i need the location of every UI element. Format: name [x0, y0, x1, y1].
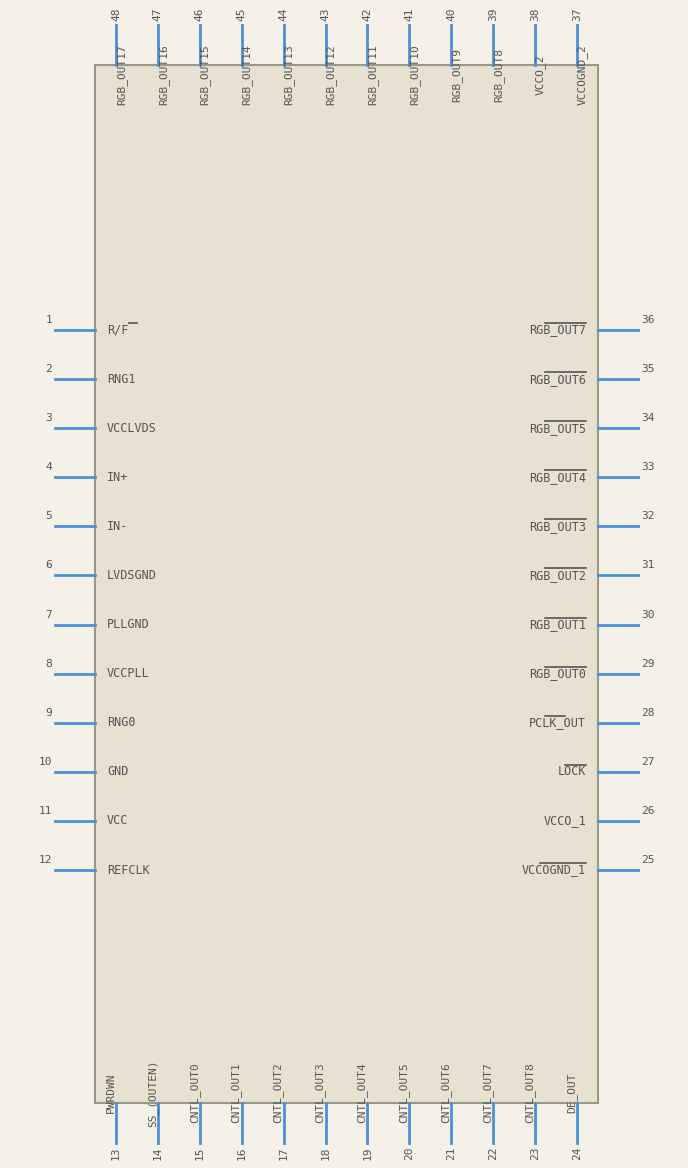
- Text: RGB_OUT8: RGB_OUT8: [493, 48, 504, 102]
- Text: 24: 24: [572, 1147, 582, 1161]
- Text: RGB_OUT7: RGB_OUT7: [529, 324, 586, 336]
- Text: RGB_OUT16: RGB_OUT16: [158, 44, 169, 105]
- Text: 10: 10: [39, 757, 52, 767]
- Text: 30: 30: [641, 610, 654, 619]
- Text: 18: 18: [321, 1147, 330, 1161]
- Text: GND: GND: [107, 765, 129, 778]
- Text: CNTL_OUT1: CNTL_OUT1: [230, 1063, 241, 1124]
- Text: 23: 23: [530, 1147, 540, 1161]
- Text: 36: 36: [641, 315, 654, 325]
- Text: RGB_OUT5: RGB_OUT5: [529, 422, 586, 434]
- Text: 2: 2: [45, 364, 52, 374]
- Bar: [95, 65, 598, 1103]
- Text: 17: 17: [279, 1147, 289, 1161]
- Text: RGB_OUT3: RGB_OUT3: [529, 520, 586, 533]
- Text: 16: 16: [237, 1147, 247, 1161]
- Text: 45: 45: [237, 7, 247, 21]
- Text: CNTL_OUT5: CNTL_OUT5: [398, 1063, 409, 1124]
- Text: 20: 20: [405, 1147, 414, 1161]
- Text: 38: 38: [530, 7, 540, 21]
- Text: 33: 33: [641, 463, 654, 472]
- Text: 28: 28: [641, 708, 654, 717]
- Text: RNG0: RNG0: [107, 716, 136, 729]
- Text: DE_OUT: DE_OUT: [566, 1072, 577, 1113]
- Text: 19: 19: [363, 1147, 372, 1161]
- Text: RGB_OUT10: RGB_OUT10: [409, 44, 420, 105]
- Text: 8: 8: [45, 659, 52, 668]
- Text: CNTL_OUT0: CNTL_OUT0: [189, 1063, 200, 1124]
- Text: VCCO_1: VCCO_1: [544, 814, 586, 827]
- Text: 7: 7: [45, 610, 52, 619]
- Text: 32: 32: [641, 512, 654, 521]
- Text: REFCLK: REFCLK: [107, 863, 150, 876]
- Text: 41: 41: [405, 7, 414, 21]
- Text: RGB_OUT11: RGB_OUT11: [367, 44, 378, 105]
- Text: 25: 25: [641, 855, 654, 865]
- Text: VCC: VCC: [107, 814, 129, 827]
- Text: 34: 34: [641, 413, 654, 423]
- Text: 39: 39: [488, 7, 498, 21]
- Text: 9: 9: [45, 708, 52, 717]
- Text: VCCPLL: VCCPLL: [107, 667, 150, 680]
- Text: VCCOGND_1: VCCOGND_1: [522, 863, 586, 876]
- Text: 42: 42: [363, 7, 372, 21]
- Text: VCCLVDS: VCCLVDS: [107, 422, 157, 434]
- Text: CNTL_OUT7: CNTL_OUT7: [482, 1063, 493, 1124]
- Text: CNTL_OUT3: CNTL_OUT3: [314, 1063, 325, 1124]
- Text: 22: 22: [488, 1147, 498, 1161]
- Text: 35: 35: [641, 364, 654, 374]
- Text: RGB_OUT0: RGB_OUT0: [529, 667, 586, 680]
- Text: 44: 44: [279, 7, 289, 21]
- Text: PCLK_OUT: PCLK_OUT: [529, 716, 586, 729]
- Text: 43: 43: [321, 7, 330, 21]
- Text: 47: 47: [153, 7, 163, 21]
- Text: RGB_OUT12: RGB_OUT12: [325, 44, 336, 105]
- Text: PWRDWN: PWRDWN: [106, 1072, 116, 1113]
- Text: LOCK: LOCK: [557, 765, 586, 778]
- Text: 6: 6: [45, 561, 52, 570]
- Text: 3: 3: [45, 413, 52, 423]
- Text: 31: 31: [641, 561, 654, 570]
- Text: 11: 11: [39, 806, 52, 816]
- Text: IN-: IN-: [107, 520, 129, 533]
- Text: RGB_OUT6: RGB_OUT6: [529, 373, 586, 385]
- Text: 14: 14: [153, 1147, 163, 1161]
- Text: 26: 26: [641, 806, 654, 816]
- Text: 4: 4: [45, 463, 52, 472]
- Text: RGB_OUT17: RGB_OUT17: [116, 44, 127, 105]
- Text: RGB_OUT4: RGB_OUT4: [529, 471, 586, 484]
- Text: 5: 5: [45, 512, 52, 521]
- Text: CNTL_OUT6: CNTL_OUT6: [440, 1063, 451, 1124]
- Text: RGB_OUT9: RGB_OUT9: [451, 48, 462, 102]
- Text: 48: 48: [111, 7, 121, 21]
- Text: CNTL_OUT8: CNTL_OUT8: [524, 1063, 535, 1124]
- Text: LVDSGND: LVDSGND: [107, 569, 157, 582]
- Text: VCCOGND_2: VCCOGND_2: [577, 44, 588, 105]
- Text: CNTL_OUT4: CNTL_OUT4: [356, 1063, 367, 1124]
- Text: 27: 27: [641, 757, 654, 767]
- Text: CNTL_OUT2: CNTL_OUT2: [272, 1063, 283, 1124]
- Text: VCCO_2: VCCO_2: [535, 55, 546, 96]
- Text: 37: 37: [572, 7, 582, 21]
- Text: RNG1: RNG1: [107, 373, 136, 385]
- Text: 1: 1: [45, 315, 52, 325]
- Text: IN+: IN+: [107, 471, 129, 484]
- Text: 13: 13: [111, 1147, 121, 1161]
- Text: RGB_OUT14: RGB_OUT14: [241, 44, 252, 105]
- Text: 29: 29: [641, 659, 654, 668]
- Text: RGB_OUT1: RGB_OUT1: [529, 618, 586, 631]
- Text: 12: 12: [39, 855, 52, 865]
- Text: 46: 46: [195, 7, 205, 21]
- Text: RGB_OUT13: RGB_OUT13: [283, 44, 294, 105]
- Text: SS_(OUTEN): SS_(OUTEN): [147, 1059, 158, 1127]
- Text: 40: 40: [447, 7, 456, 21]
- Text: R/F: R/F: [107, 324, 129, 336]
- Text: 21: 21: [447, 1147, 456, 1161]
- Text: RGB_OUT2: RGB_OUT2: [529, 569, 586, 582]
- Text: RGB_OUT15: RGB_OUT15: [200, 44, 211, 105]
- Text: 15: 15: [195, 1147, 205, 1161]
- Text: PLLGND: PLLGND: [107, 618, 150, 631]
